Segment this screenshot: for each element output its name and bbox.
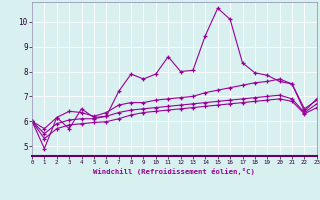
X-axis label: Windchill (Refroidissement éolien,°C): Windchill (Refroidissement éolien,°C)	[93, 168, 255, 175]
